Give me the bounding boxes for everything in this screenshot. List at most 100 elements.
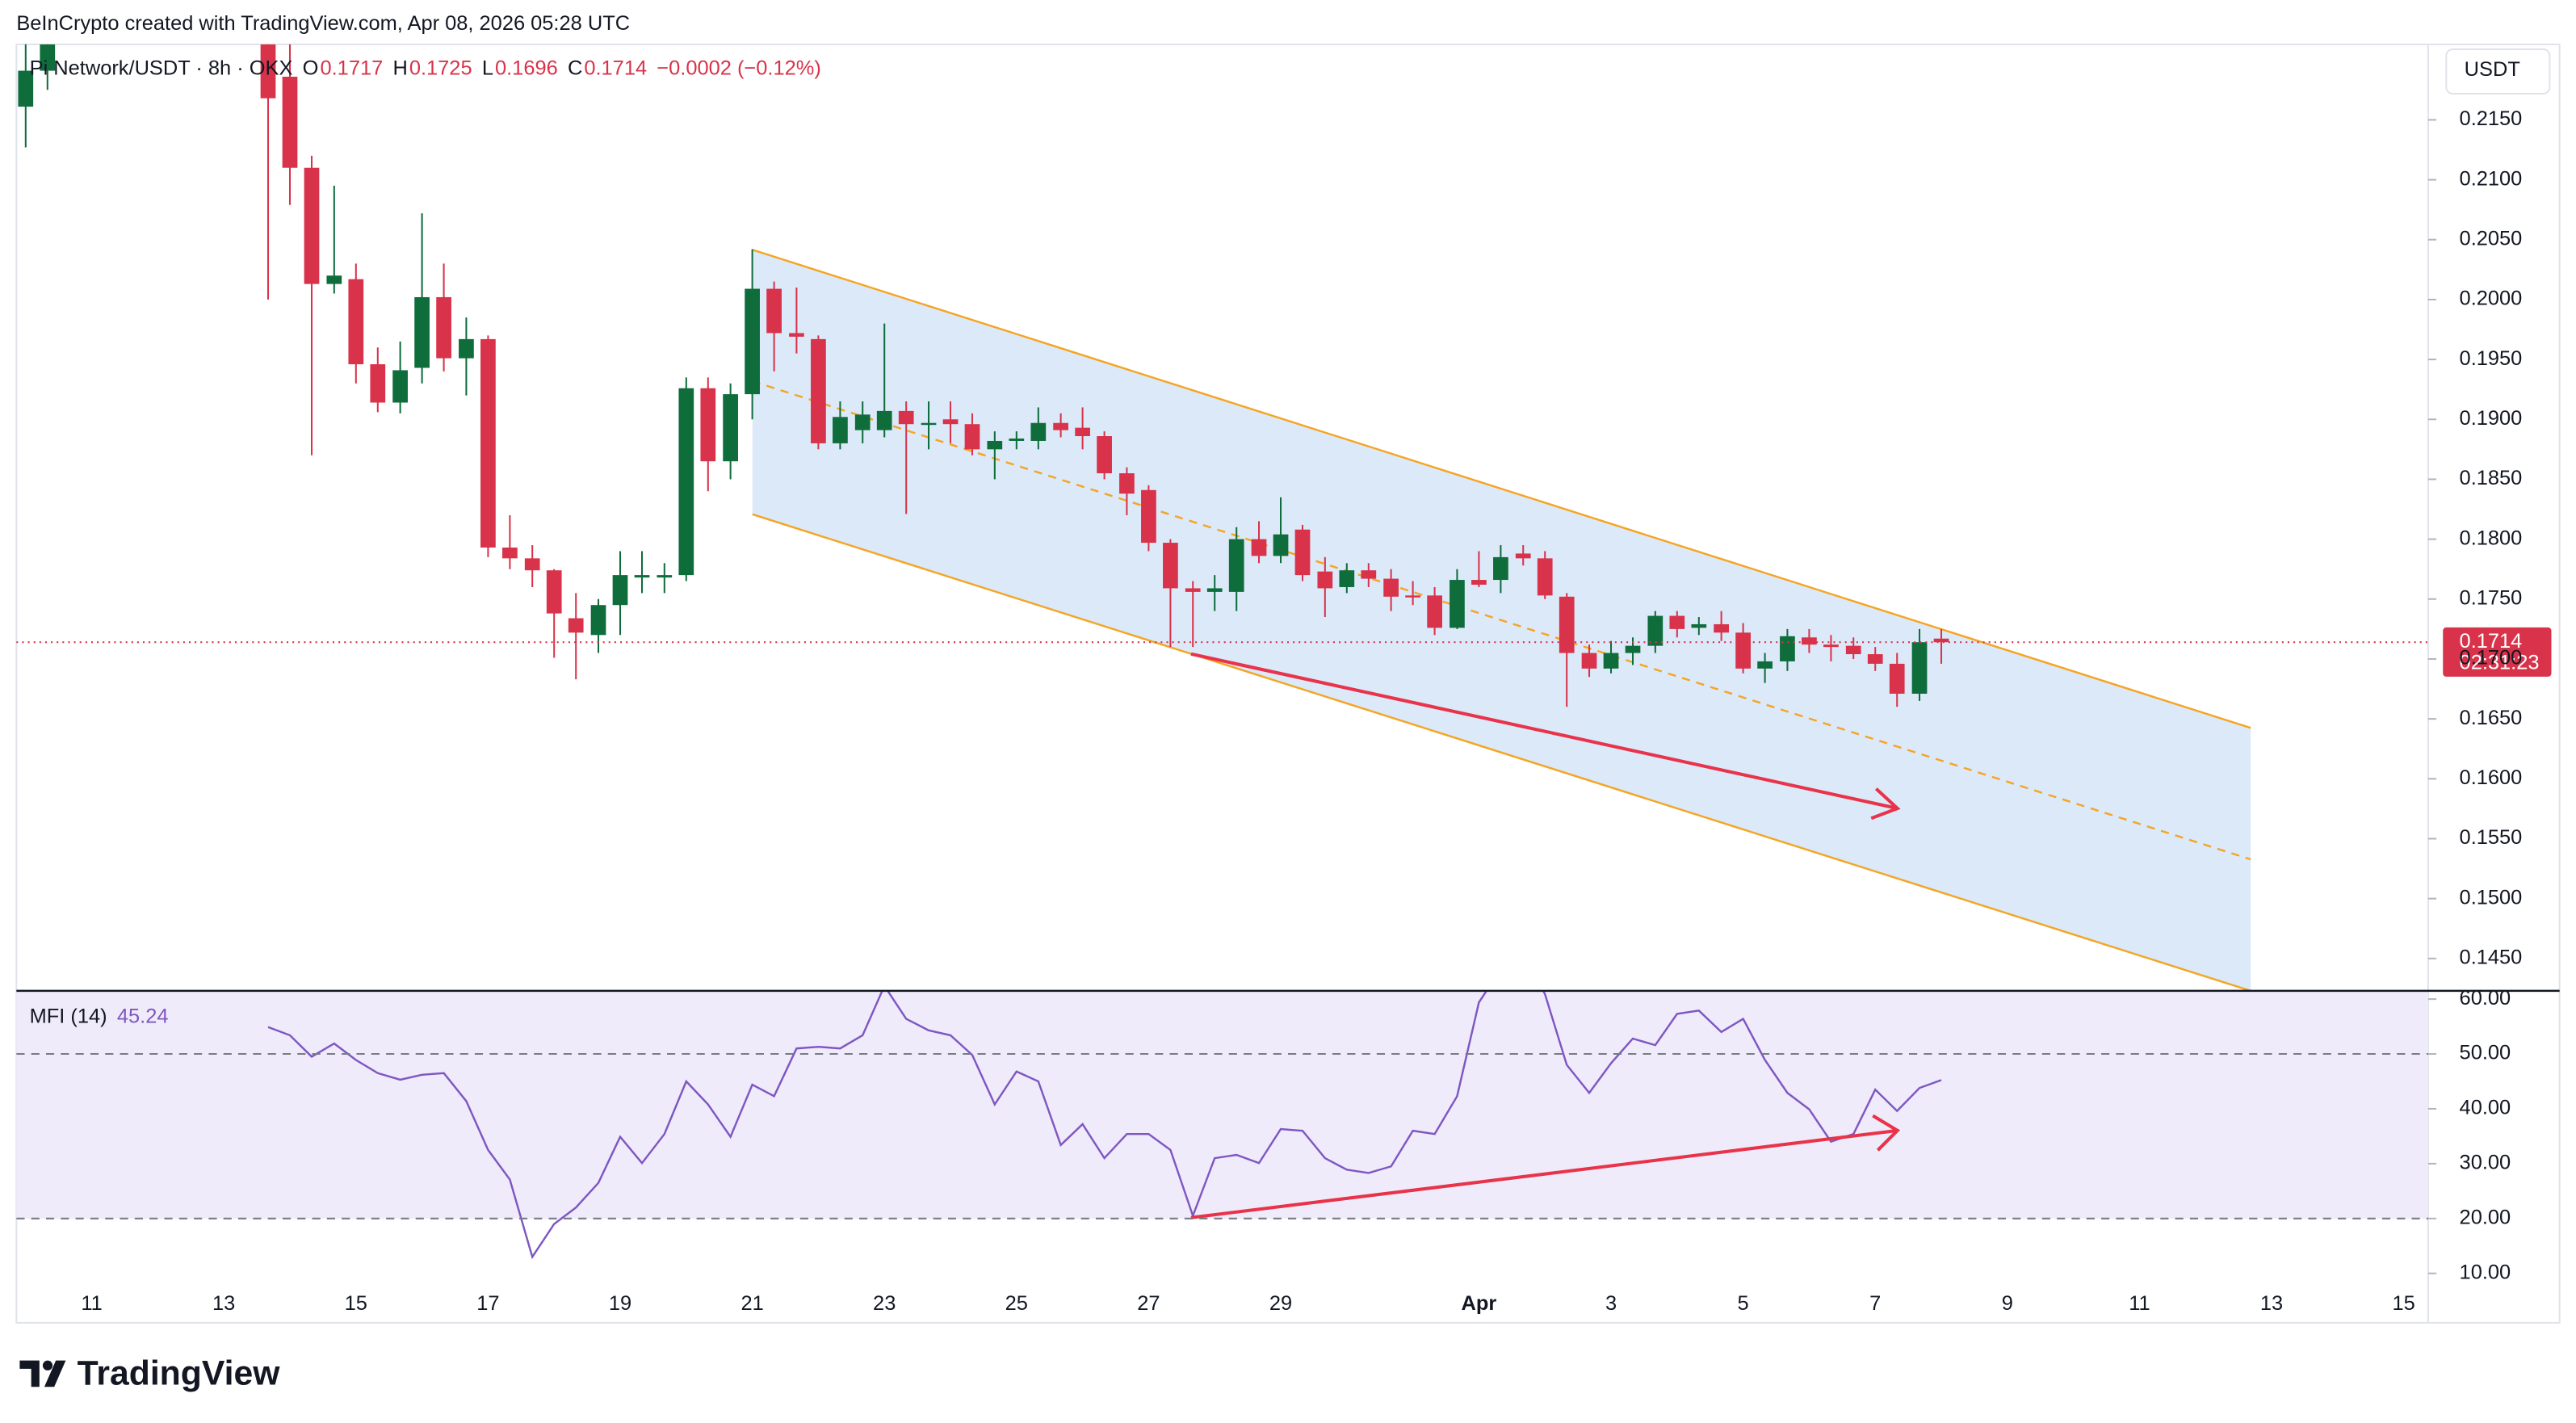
candle-body xyxy=(459,338,474,359)
candle-body xyxy=(1097,436,1112,474)
candle-body xyxy=(260,44,276,99)
candle-body xyxy=(18,70,34,107)
y-tick-label: 0.2100 xyxy=(2460,167,2523,190)
candle-body xyxy=(1559,596,1575,653)
channel xyxy=(752,249,2251,991)
candle-body xyxy=(1625,645,1641,653)
x-tick-label: 11 xyxy=(81,1292,102,1315)
mfi-title: MFI (14) xyxy=(30,1005,107,1027)
candle-body xyxy=(1119,473,1135,494)
candle-body xyxy=(1273,534,1289,556)
candle-body xyxy=(634,575,650,578)
candle-body xyxy=(700,388,716,462)
candle-body xyxy=(723,394,738,462)
y-tick-label: 0.1450 xyxy=(2460,947,2523,969)
y-tick-label: 50.00 xyxy=(2460,1042,2511,1064)
candle-body xyxy=(480,338,496,548)
ohlc-value: 0.1717 xyxy=(320,57,383,79)
candle-body xyxy=(1889,663,1905,694)
candle-body xyxy=(876,410,892,430)
price-arrow xyxy=(1190,652,1901,821)
price-pane xyxy=(18,44,1949,707)
candle-body xyxy=(1603,653,1619,669)
logo-mark xyxy=(19,1360,40,1387)
candle-body xyxy=(1030,422,1047,441)
x-tick-label: 5 xyxy=(1738,1292,1749,1315)
candle-body xyxy=(1383,578,1399,597)
y-tick-label: 40.00 xyxy=(2460,1097,2511,1119)
candle-body xyxy=(1294,529,1311,576)
candle-body xyxy=(1515,553,1531,559)
mfi-value: 45.24 xyxy=(117,1005,169,1027)
candle-body xyxy=(1053,422,1068,430)
x-tick-label: 21 xyxy=(740,1292,763,1315)
candle-body xyxy=(1823,644,1839,648)
candle-body xyxy=(811,338,826,443)
channel-mid xyxy=(752,380,2251,861)
ohlc-value: 0.1725 xyxy=(409,57,472,79)
candle-body xyxy=(1251,539,1267,556)
symbol-header: Pi Network/USDT · 8h · OKX O 0.1717 H 0.1725… xyxy=(30,57,821,79)
x-tick-label: 25 xyxy=(1005,1292,1028,1315)
candle-body xyxy=(1427,595,1442,628)
x-tick-label: 17 xyxy=(476,1292,499,1315)
candle-body xyxy=(789,333,804,337)
candle-body xyxy=(1757,661,1773,669)
x-tick-label: 13 xyxy=(212,1292,235,1315)
candle-body xyxy=(348,279,364,365)
arrow-line xyxy=(1190,652,1898,811)
y-tick-label: 0.1500 xyxy=(2460,886,2523,909)
y-tick-label: 0.1750 xyxy=(2460,587,2523,610)
candle-body xyxy=(1361,570,1377,579)
candle-body xyxy=(524,558,540,571)
frame xyxy=(15,43,2561,1324)
y-tick-label: 0.1600 xyxy=(2460,766,2523,789)
last-price-box xyxy=(2443,627,2552,677)
candle-body xyxy=(546,570,562,614)
candle-body xyxy=(1163,543,1178,589)
candle-body xyxy=(1714,623,1729,633)
ohlc-value: 0.1714 xyxy=(584,57,647,79)
candle-body xyxy=(1780,636,1795,661)
candle-body xyxy=(745,288,760,395)
candle-body xyxy=(1493,556,1508,581)
y-tick-label: 60.00 xyxy=(2460,987,2511,1010)
candle-body xyxy=(1009,439,1025,441)
x-tick-label: 9 xyxy=(2002,1292,2013,1315)
x-tick-label: 15 xyxy=(345,1292,367,1315)
x-tick-label: 11 xyxy=(2129,1292,2150,1315)
candle-body xyxy=(1911,642,1928,694)
candle-body xyxy=(568,618,584,633)
mfi-pane xyxy=(267,990,1942,1260)
candle-body xyxy=(612,575,628,606)
candle-body xyxy=(942,419,959,425)
y-tick-label: 0.1850 xyxy=(2460,467,2523,489)
x-tick-label: 15 xyxy=(2392,1292,2414,1315)
candle-body xyxy=(590,605,606,636)
y-tick-label: 0.1800 xyxy=(2460,527,2523,549)
candle-body xyxy=(1450,580,1465,628)
candle-body xyxy=(1933,638,1949,643)
candle-body xyxy=(1141,489,1156,544)
logo-mark xyxy=(42,1360,53,1371)
symbol-title: Pi Network/USDT · 8h · OKX xyxy=(30,57,293,79)
candle-body xyxy=(436,296,451,359)
candle-body xyxy=(304,167,320,284)
arrow-line xyxy=(1190,1128,1898,1219)
mfi-arrow xyxy=(1190,1114,1901,1219)
candle-body xyxy=(1802,637,1817,645)
unit-box[interactable] xyxy=(2445,48,2551,94)
candle-body xyxy=(282,76,298,168)
y-tick-label: 0.2050 xyxy=(2460,227,2523,250)
candle-body xyxy=(1537,558,1553,596)
candle-body xyxy=(392,370,408,403)
candle-body xyxy=(40,44,56,71)
unit-label[interactable]: USDT xyxy=(2465,58,2520,81)
last-price-label: 0.1714 xyxy=(2460,630,2523,653)
candle-body xyxy=(833,417,848,443)
candle-body xyxy=(1206,588,1223,592)
candle-body xyxy=(657,575,673,578)
attribution: BeInCrypto created with TradingView.com,… xyxy=(16,12,630,35)
candle-body xyxy=(678,388,694,576)
